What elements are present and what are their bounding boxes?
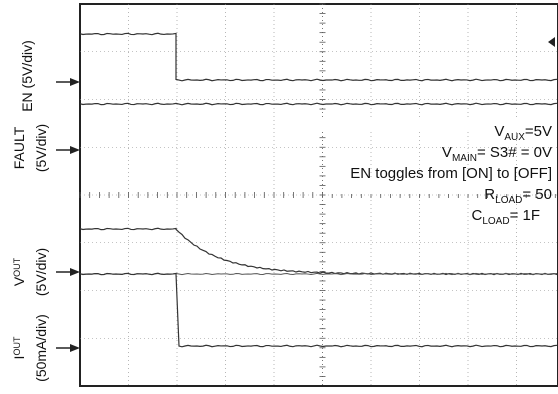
annotation-block: VAUX=5V VMAIN= S3# = 0V EN toggles from … <box>300 118 556 227</box>
svg-text:EN (5V/div): EN (5V/div) <box>19 40 35 112</box>
channel-scale: (5V/div) <box>33 248 49 296</box>
marker-iout-arrow-icon <box>70 344 80 352</box>
channel-label-iout: IOUT (50mA/div) <box>11 314 49 382</box>
channel-label-fault: FAULT (5V/div) <box>11 124 49 172</box>
channel-markers <box>56 78 80 352</box>
channel-name: FAULT <box>11 126 27 169</box>
trigger-marker-icon <box>548 37 555 47</box>
channel-label-vout: VOUT (5V/div) <box>11 248 49 296</box>
channel-scale: (5V/div) <box>33 124 49 172</box>
marker-vout-arrow-icon <box>70 268 80 276</box>
annotation-vaux: VAUX=5V <box>494 123 552 143</box>
trace-iout <box>79 272 558 348</box>
trace-fault <box>79 102 558 106</box>
marker-en-arrow-icon <box>70 78 80 86</box>
channel-name: IOUT <box>11 336 27 359</box>
marker-fault-arrow-icon <box>70 146 80 154</box>
trace-vout <box>79 227 558 276</box>
channel-label-en: EN (5V/div) <box>19 40 35 112</box>
waveform-traces <box>79 32 558 348</box>
channel-scale: (5V/div) <box>19 40 35 88</box>
annotation-en-toggle: EN toggles from [ON] to [OFF] <box>350 165 552 182</box>
annotation-rload: RLOAD= 50 <box>484 186 552 206</box>
channel-scale: (50mA/div) <box>33 314 49 382</box>
trace-en <box>79 32 558 82</box>
plot-frame <box>79 3 558 387</box>
annotation-cload: CLOAD= 1F <box>471 207 540 227</box>
channel-name: VOUT <box>11 257 27 286</box>
annotation-vmain: VMAIN= S3# = 0V <box>442 144 552 164</box>
channel-name: EN <box>19 92 35 111</box>
